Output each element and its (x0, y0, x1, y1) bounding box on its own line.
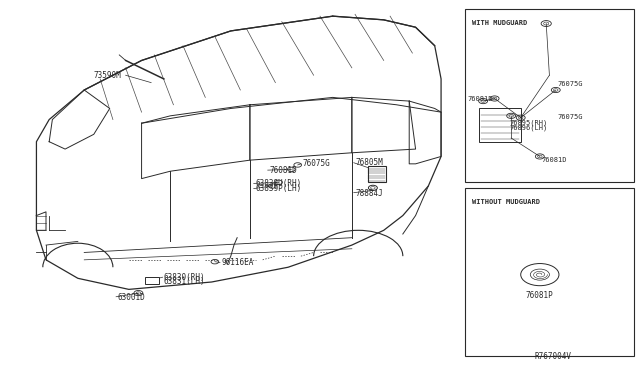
Text: 76896(LH): 76896(LH) (509, 124, 547, 131)
Text: R767004V: R767004V (534, 352, 572, 361)
Polygon shape (141, 105, 250, 179)
Text: 63001D: 63001D (117, 293, 145, 302)
Text: 76075G: 76075G (302, 158, 330, 168)
Text: 76895(RH): 76895(RH) (509, 119, 547, 126)
Text: 63831(LH): 63831(LH) (164, 278, 205, 286)
Polygon shape (409, 101, 441, 164)
Polygon shape (352, 97, 415, 153)
Polygon shape (49, 90, 109, 149)
Bar (479, 109, 521, 142)
Text: 76081D: 76081D (541, 157, 567, 163)
Text: 73590M: 73590M (94, 71, 122, 80)
Text: WITH MUDGUARD: WITH MUDGUARD (472, 20, 527, 26)
Text: 96116EA: 96116EA (221, 258, 253, 267)
Bar (465, 9, 634, 182)
Polygon shape (36, 16, 441, 289)
Text: 76805M: 76805M (355, 157, 383, 167)
Polygon shape (250, 97, 352, 160)
Text: 76081P: 76081P (526, 291, 554, 300)
Text: 76081D: 76081D (269, 166, 297, 174)
Bar (465, 188, 634, 356)
Text: WITHOUT MUDGUARD: WITHOUT MUDGUARD (472, 199, 540, 205)
Circle shape (521, 263, 559, 286)
Text: 76075G: 76075G (557, 81, 583, 87)
Text: 63838U(RH): 63838U(RH) (255, 179, 301, 188)
Text: 63839P(LH): 63839P(LH) (255, 184, 301, 193)
Text: 78884J: 78884J (355, 189, 383, 198)
Text: 63830(RH): 63830(RH) (164, 273, 205, 282)
Bar (145, 277, 159, 284)
Text: 76075G: 76075G (557, 113, 583, 119)
Polygon shape (36, 212, 46, 230)
Bar (368, 166, 386, 182)
Text: 76081D: 76081D (468, 96, 493, 102)
